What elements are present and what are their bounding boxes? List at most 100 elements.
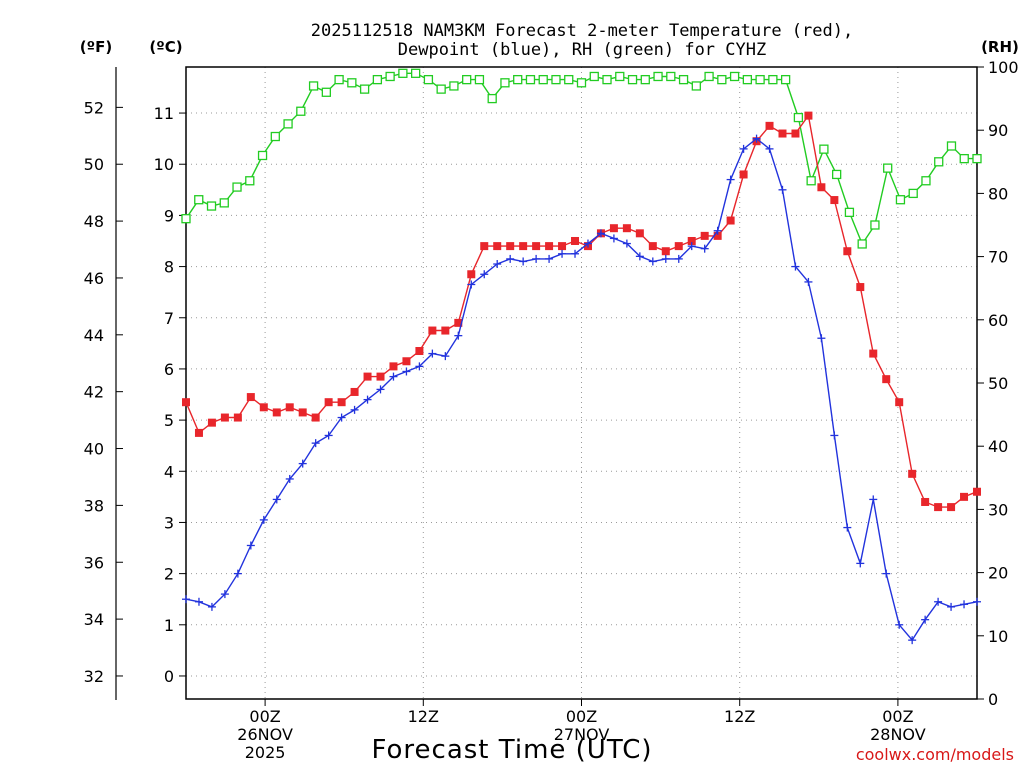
x-axis-title: Forecast Time (UTC): [371, 735, 652, 765]
data-point-dewpoint: [609, 234, 618, 243]
data-point-rh: [525, 74, 536, 85]
data-point-dewpoint: [298, 459, 307, 468]
fahrenheit-tick-label: 42: [84, 383, 104, 402]
data-point-rh: [372, 74, 383, 85]
data-point-temperature: [428, 326, 437, 335]
data-point-dewpoint: [207, 602, 216, 611]
data-point-temperature: [532, 242, 541, 251]
time-tick-label: 12Z: [408, 707, 439, 726]
data-point-temperature: [791, 129, 800, 138]
data-point-rh: [653, 71, 663, 82]
data-point-temperature: [960, 492, 969, 501]
data-point-rh: [832, 169, 842, 180]
gridlines: [186, 67, 977, 699]
rh-axis: 0 10 20 30 40 50 60 70 80 90 100: [977, 58, 1019, 709]
data-point-rh: [768, 74, 778, 85]
data-point-temperature: [687, 236, 696, 245]
data-point-dewpoint: [558, 249, 567, 258]
series-dewpoint: [182, 134, 981, 645]
data-point-dewpoint: [246, 541, 255, 550]
data-point-dewpoint: [752, 134, 761, 143]
data-point-rh: [347, 78, 357, 88]
time-tick-label: 27NOV: [554, 725, 610, 744]
data-point-temperature: [726, 216, 735, 225]
data-point-dewpoint: [674, 254, 683, 263]
data-point-temperature: [233, 413, 242, 422]
data-point-dewpoint: [545, 254, 554, 263]
data-point-dewpoint: [350, 405, 359, 414]
celsius-tick-label: 0: [164, 667, 174, 686]
data-point-rh: [780, 74, 791, 85]
rh-tick-label: 40: [988, 437, 1008, 456]
data-point-rh: [436, 84, 446, 94]
data-point-temperature: [441, 326, 450, 335]
data-point-rh: [449, 81, 459, 91]
data-point-rh: [615, 71, 625, 82]
data-point-rh: [640, 74, 650, 85]
data-point-dewpoint: [194, 597, 203, 606]
data-point-temperature: [272, 408, 281, 417]
data-point-dewpoint: [467, 280, 476, 289]
rh-tick-label: 10: [988, 627, 1008, 646]
data-point-temperature: [635, 229, 644, 238]
time-tick-label: 28NOV: [870, 725, 926, 744]
data-point-dewpoint: [363, 395, 372, 404]
data-point-temperature: [311, 413, 320, 422]
data-point-temperature: [843, 247, 852, 256]
data-point-dewpoint: [337, 413, 346, 422]
data-point-rh: [513, 74, 523, 85]
data-point-temperature: [298, 408, 307, 417]
celsius-tick-label: 3: [164, 513, 174, 532]
data-point-rh: [819, 144, 829, 154]
data-point-rh: [219, 198, 229, 208]
data-point-temperature: [739, 170, 748, 179]
celsius-tick-label: 9: [164, 206, 174, 225]
data-point-rh: [487, 93, 497, 104]
data-point-dewpoint: [661, 254, 670, 263]
data-point-dewpoint: [804, 277, 813, 286]
data-point-rh: [883, 163, 893, 173]
data-point-temperature: [415, 347, 424, 356]
data-point-rh: [908, 188, 918, 199]
rh-tick-label: 90: [988, 121, 1008, 140]
series-line-temperature: [185, 113, 978, 508]
data-point-rh: [410, 68, 421, 78]
data-point-temperature: [480, 242, 489, 251]
fahrenheit-tick-label: 52: [84, 98, 104, 117]
data-point-dewpoint: [778, 185, 787, 194]
data-point-rh: [334, 74, 344, 85]
data-point-rh: [359, 84, 370, 94]
data-point-temperature: [467, 270, 476, 279]
data-point-temperature: [700, 231, 709, 240]
data-point-dewpoint: [765, 144, 774, 153]
data-point-dewpoint: [635, 252, 644, 261]
data-point-dewpoint: [960, 600, 969, 609]
data-point-rh: [462, 74, 472, 85]
time-tick-label: 26NOV: [237, 725, 293, 744]
data-point-temperature: [674, 242, 683, 251]
data-point-rh: [921, 176, 931, 186]
watermark: coolwx.com/models: [856, 745, 1014, 764]
celsius-tick-label: 10: [154, 155, 174, 174]
data-point-temperature: [558, 242, 567, 251]
data-point-temperature: [506, 242, 515, 251]
data-point-rh: [666, 71, 676, 82]
data-point-dewpoint: [285, 474, 294, 483]
fahrenheit-tick-label: 32: [84, 667, 104, 686]
rh-tick-label: 30: [988, 500, 1008, 519]
data-point-rh: [257, 150, 268, 161]
rh-tick-label: 100: [988, 58, 1019, 77]
data-point-dewpoint: [934, 597, 943, 606]
series-temperature: [182, 111, 981, 512]
data-point-rh: [717, 74, 727, 85]
data-point-temperature: [519, 242, 528, 251]
data-point-dewpoint: [856, 559, 865, 568]
data-point-rh: [704, 71, 714, 82]
data-point-rh: [870, 220, 880, 230]
data-point-temperature: [856, 283, 865, 292]
data-point-dewpoint: [648, 257, 657, 266]
data-point-temperature: [571, 236, 580, 245]
celsius-tick-label: 2: [164, 565, 174, 584]
data-point-dewpoint: [947, 602, 956, 611]
data-point-dewpoint: [596, 229, 605, 238]
